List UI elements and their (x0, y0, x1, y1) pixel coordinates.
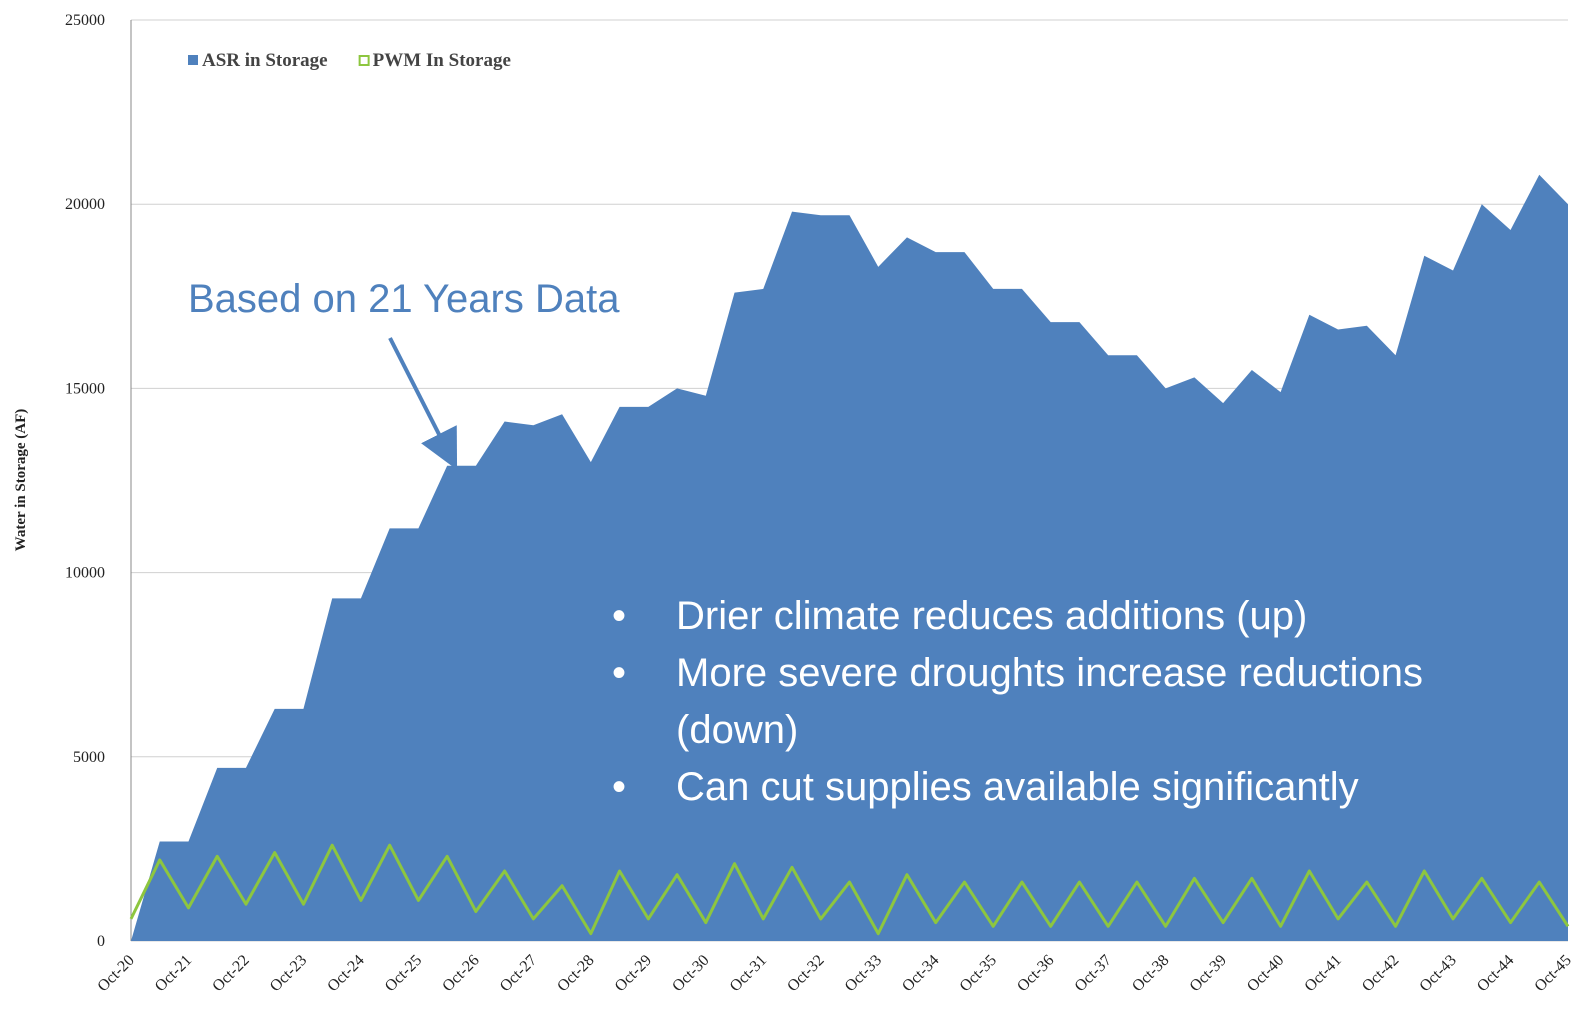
x-tick-label: Oct-36 (1014, 952, 1057, 995)
bullet-list: Drier climate reduces additions (up)More… (612, 588, 1512, 816)
annotation: Based on 21 Years Data (188, 277, 620, 321)
y-tick-label: 5000 (73, 749, 105, 766)
x-tick-label: Oct-32 (784, 952, 827, 995)
x-tick-label: Oct-25 (382, 952, 425, 995)
x-tick-label: Oct-24 (324, 952, 367, 995)
y-tick-label: 25000 (65, 12, 105, 29)
x-tick-label: Oct-26 (439, 952, 482, 995)
x-tick-label: Oct-45 (1531, 952, 1574, 995)
x-tick-label: Oct-37 (1072, 952, 1115, 995)
x-tick-label: Oct-20 (94, 952, 137, 995)
x-tick-label: Oct-23 (267, 952, 310, 995)
x-tick-label: Oct-39 (1187, 952, 1230, 995)
annotation-arrow (388, 337, 458, 470)
x-tick-label: Oct-42 (1359, 952, 1402, 995)
x-tick-label: Oct-44 (1474, 952, 1517, 995)
y-tick-label: 0 (97, 933, 105, 950)
x-tick-label: Oct-30 (669, 952, 712, 995)
x-tick-label: Oct-33 (842, 952, 885, 995)
x-tick-label: Oct-34 (899, 952, 942, 995)
x-tick-label: Oct-35 (957, 952, 1000, 995)
x-tick-label: Oct-22 (209, 952, 252, 995)
x-tick-label: Oct-21 (152, 952, 195, 995)
bullet: Can cut supplies available significantly (612, 759, 1512, 816)
x-tick-label: Oct-31 (727, 952, 770, 995)
y-tick-label: 20000 (65, 196, 105, 213)
legend-label: PWM In Storage (373, 50, 511, 71)
x-tick-label: Oct-27 (497, 952, 540, 995)
bullet: Drier climate reduces additions (up) (612, 588, 1512, 645)
x-tick-label: Oct-43 (1416, 952, 1459, 995)
legend-label: ASR in Storage (202, 50, 328, 71)
y-tick-label: 15000 (65, 380, 105, 397)
x-tick-label: Oct-28 (554, 952, 597, 995)
x-tick-label: Oct-38 (1129, 952, 1172, 995)
legend-swatch (188, 55, 198, 65)
line (129, 843, 1570, 936)
bullet: More severe droughts increase reductions… (612, 645, 1512, 759)
x-tick-label: Oct-41 (1301, 952, 1344, 995)
y-tick-label: 10000 (65, 565, 105, 582)
legend-swatch (358, 55, 370, 66)
x-tick-label: Oct-40 (1244, 952, 1287, 995)
y-axis-label: Water in Storage (AF) (13, 409, 29, 552)
x-tick-label: Oct-29 (612, 952, 655, 995)
